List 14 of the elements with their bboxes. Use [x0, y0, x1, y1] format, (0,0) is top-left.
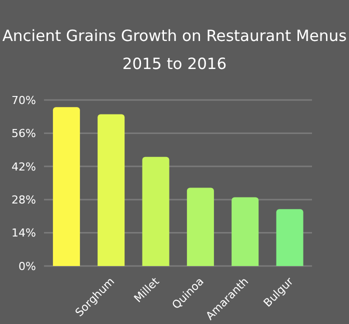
bar: [142, 156, 170, 266]
chart-subtitle: 2015 to 2016: [121, 54, 228, 75]
bar: [98, 114, 125, 266]
y-tick-label: 56%: [12, 127, 36, 140]
y-tick-label: 28%: [12, 194, 36, 207]
y-tick-label: 0%: [18, 260, 36, 273]
bar: [276, 209, 304, 266]
bar: [232, 197, 259, 266]
bar: [186, 188, 214, 266]
y-tick-label: 42%: [12, 160, 36, 174]
chart-title: Ancient Grains Growth on Restaurant Menus: [1, 26, 348, 47]
y-tick-label: 70%: [12, 94, 36, 107]
y-tick-label: 14%: [12, 226, 36, 240]
bar: [52, 107, 80, 266]
